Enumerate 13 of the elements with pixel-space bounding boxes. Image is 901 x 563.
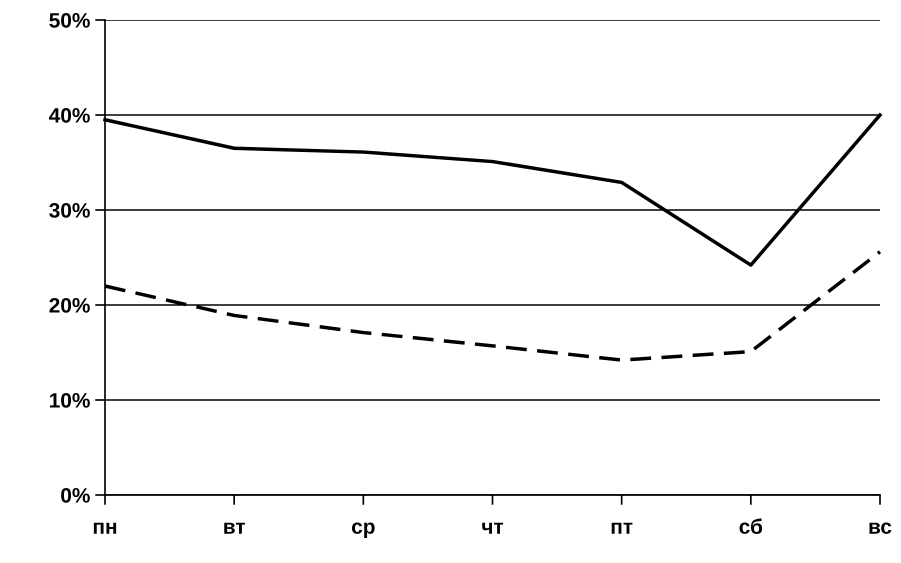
y-tick-label: 50% bbox=[49, 13, 90, 28]
x-tick-label: пт bbox=[612, 522, 632, 534]
x-tick-label: пн bbox=[94, 522, 116, 534]
x-tick-label: сб bbox=[740, 518, 762, 534]
y-tick-label: 30% bbox=[49, 203, 90, 218]
x-tick-label: чт bbox=[482, 522, 504, 534]
x-tick-label: вт bbox=[224, 522, 245, 534]
y-tick-label: 40% bbox=[49, 108, 90, 123]
x-tick-label: вс bbox=[870, 522, 892, 534]
y-tick-label: 0% bbox=[61, 488, 90, 503]
y-tick-label: 10% bbox=[50, 393, 90, 408]
x-tick-label: ср bbox=[352, 522, 375, 538]
y-tick-label: 20% bbox=[49, 298, 90, 313]
